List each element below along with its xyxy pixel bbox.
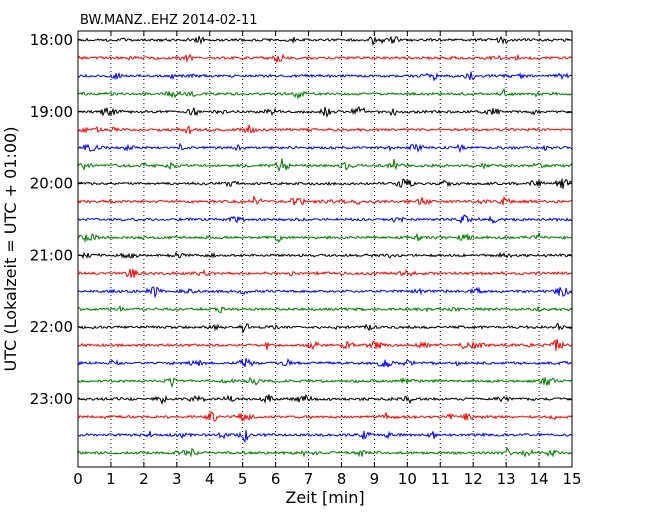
x-tick-label: 2 bbox=[139, 470, 149, 488]
y-tick-label: 19:00 bbox=[30, 103, 73, 121]
y-axis-ticks: 18:00 19:00 20:00 21:00 22:00 23:00 bbox=[30, 31, 572, 408]
trace-1815 bbox=[77, 53, 573, 63]
y-tick-label: 22:00 bbox=[30, 318, 73, 336]
x-tick-label: 5 bbox=[238, 470, 248, 488]
x-tick-label: 7 bbox=[304, 470, 314, 488]
x-tick-label: 3 bbox=[172, 470, 182, 488]
trace-2130 bbox=[77, 286, 573, 299]
trace-2045 bbox=[77, 232, 573, 244]
trace-1830 bbox=[77, 71, 573, 82]
grid-lines bbox=[110, 31, 540, 467]
x-tick-label: 0 bbox=[73, 470, 83, 488]
x-tick-label: 12 bbox=[464, 470, 483, 488]
x-tick-label: 1 bbox=[106, 470, 116, 488]
trace-1845 bbox=[77, 87, 573, 100]
trace-2015 bbox=[77, 194, 573, 206]
trace-1800 bbox=[77, 35, 573, 47]
chart-title: BW.MANZ..EHZ 2014-02-11 bbox=[80, 13, 258, 28]
trace-2330 bbox=[77, 430, 573, 443]
trace-2115 bbox=[77, 268, 573, 278]
y-tick-label: 20:00 bbox=[30, 175, 73, 193]
trace-1900 bbox=[77, 106, 573, 118]
trace-2215 bbox=[77, 338, 573, 351]
y-axis-label: UTC (Lokalzeit = UTC + 01:00) bbox=[1, 127, 20, 372]
x-tick-label: 11 bbox=[431, 470, 450, 488]
trace-2345 bbox=[77, 447, 573, 458]
x-tick-label: 14 bbox=[530, 470, 549, 488]
trace-2100 bbox=[77, 251, 573, 260]
x-tick-label: 15 bbox=[562, 470, 581, 488]
trace-1930 bbox=[77, 142, 573, 154]
plot-frame bbox=[77, 30, 573, 468]
trace-2145 bbox=[77, 305, 573, 314]
trace-2000 bbox=[77, 178, 573, 189]
trace-1915 bbox=[77, 124, 573, 135]
x-tick-label: 9 bbox=[370, 470, 380, 488]
x-tick-label: 6 bbox=[271, 470, 281, 488]
y-tick-label: 23:00 bbox=[30, 390, 73, 408]
trace-1945 bbox=[77, 158, 573, 173]
trace-2315 bbox=[77, 411, 573, 422]
trace-2300 bbox=[77, 393, 573, 406]
trace-2245 bbox=[77, 376, 573, 388]
trace-2030 bbox=[77, 214, 573, 225]
x-tick-label: 8 bbox=[337, 470, 347, 488]
trace-2230 bbox=[77, 357, 573, 368]
x-tick-label: 4 bbox=[205, 470, 215, 488]
trace-2200 bbox=[77, 322, 573, 334]
y-tick-label: 18:00 bbox=[30, 31, 73, 49]
x-tick-label: 13 bbox=[497, 470, 516, 488]
x-axis-ticks: 0 1 2 3 4 5 6 7 8 9 10 11 12 13 14 15 bbox=[73, 31, 582, 488]
x-axis-label: Zeit [min] bbox=[285, 488, 364, 507]
y-tick-label: 21:00 bbox=[30, 246, 73, 264]
seismic-traces bbox=[77, 35, 573, 458]
x-tick-label: 10 bbox=[398, 470, 417, 488]
